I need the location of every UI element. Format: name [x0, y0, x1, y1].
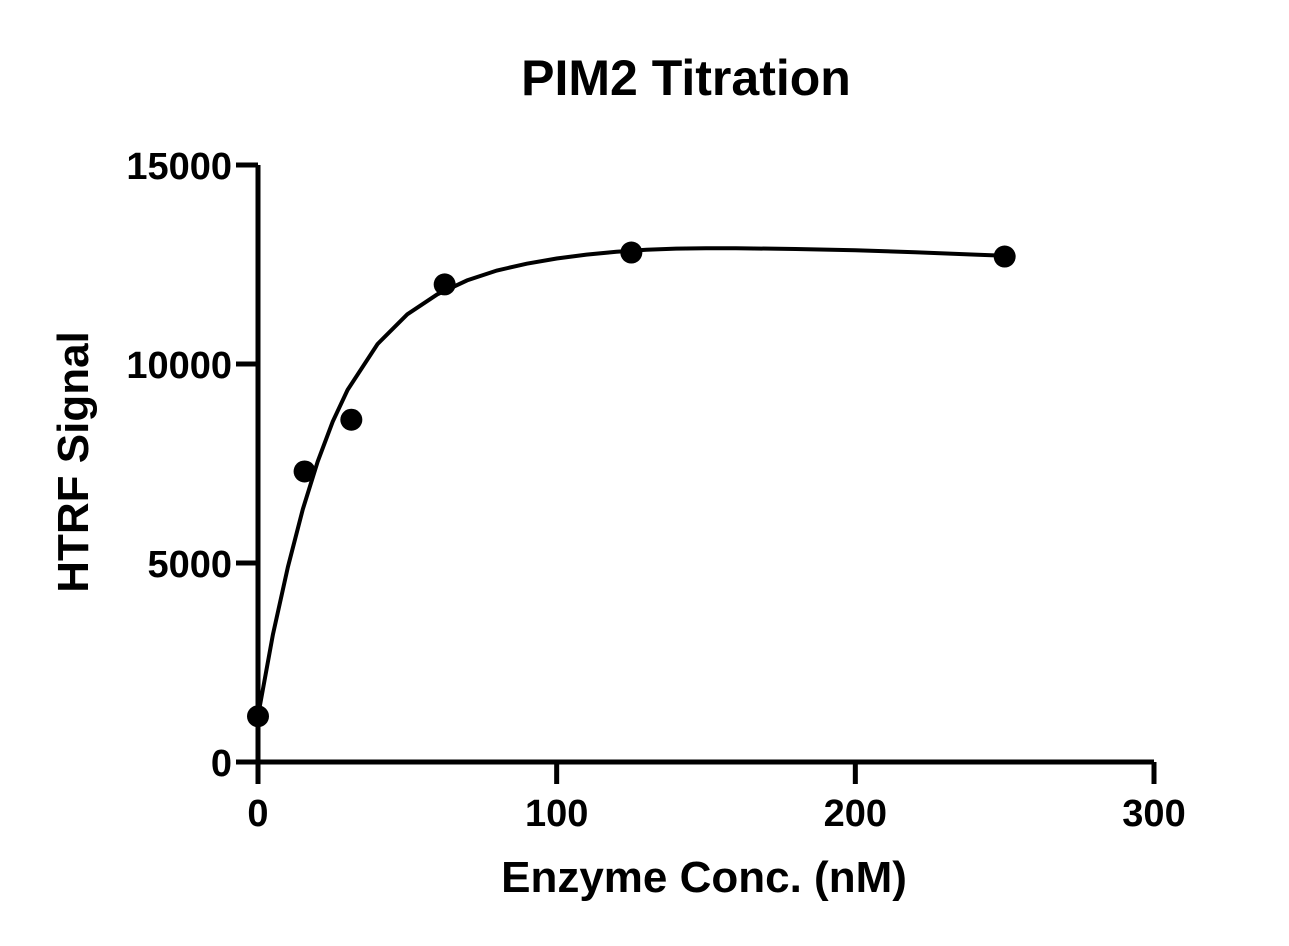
data-point — [993, 245, 1016, 268]
data-point — [433, 273, 456, 296]
y-tick-label: 0 — [211, 743, 232, 785]
x-ticks: 0 100 200 300 — [247, 762, 1186, 835]
y-tick-label: 10000 — [126, 345, 232, 387]
y-axis-label-group: HTRF Signal — [49, 331, 98, 593]
data-point — [620, 241, 643, 264]
y-axis-label: HTRF Signal — [49, 331, 98, 593]
data-point — [340, 408, 363, 431]
y-tick-label: 15000 — [126, 146, 232, 188]
y-tick-label: 5000 — [147, 544, 232, 586]
chart-title: PIM2 Titration — [521, 50, 851, 106]
x-tick-label: 300 — [1122, 793, 1185, 835]
data-point — [247, 705, 269, 728]
fit-curve — [256, 246, 1005, 717]
y-ticks: 0 5000 10000 15000 — [126, 146, 258, 785]
x-tick-label: 0 — [247, 793, 268, 835]
data-points — [247, 241, 1016, 728]
x-tick-label: 200 — [824, 793, 887, 835]
data-point — [293, 460, 316, 483]
x-tick-label: 100 — [525, 793, 588, 835]
x-axis-label: Enzyme Conc. (nM) — [501, 853, 907, 902]
